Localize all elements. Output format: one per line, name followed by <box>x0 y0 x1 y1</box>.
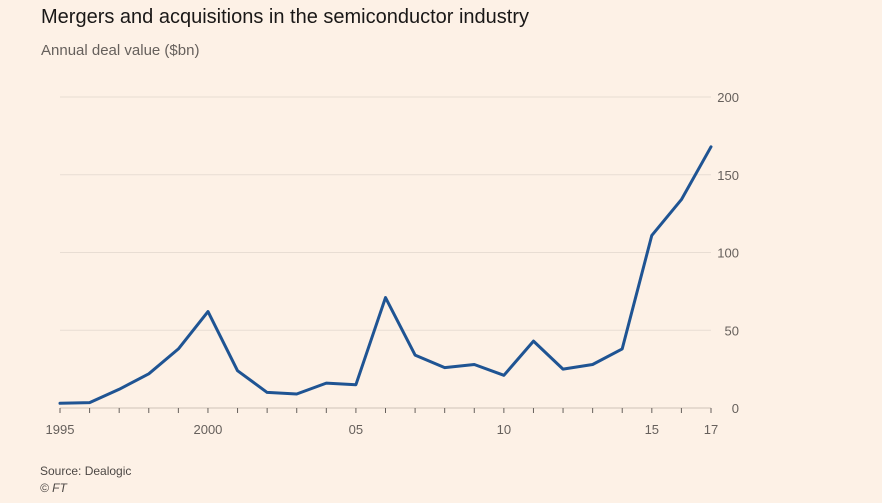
copyright-credit: © FT <box>40 481 67 495</box>
chart-title: Mergers and acquisitions in the semicond… <box>41 6 530 28</box>
y-tick-label-150: 150 <box>717 168 739 183</box>
x-tick-label-2000: 2000 <box>193 422 222 437</box>
source-note: Source: Dealogic <box>40 464 132 478</box>
x-tick-label-1995: 1995 <box>46 422 75 437</box>
x-tick-label-2010: 10 <box>497 422 511 437</box>
x-tick-label-2005: 05 <box>349 422 363 437</box>
y-tick-label-50: 50 <box>725 323 739 338</box>
y-tick-label-0: 0 <box>732 401 739 416</box>
series-group <box>58 145 713 405</box>
chart-subtitle: Annual deal value ($bn) <box>41 42 200 59</box>
y-tick-label-200: 200 <box>717 90 739 105</box>
x-axis: 1995 2000 05 10 15 17 <box>46 407 718 437</box>
y-axis: 0 50 100 150 200 <box>717 90 739 416</box>
series-line-0 <box>58 145 713 405</box>
gridlines <box>60 96 711 331</box>
y-tick-label-100: 100 <box>717 246 739 261</box>
x-tick-label-2015: 15 <box>645 422 659 437</box>
x-tick-label-2017: 17 <box>704 422 718 437</box>
